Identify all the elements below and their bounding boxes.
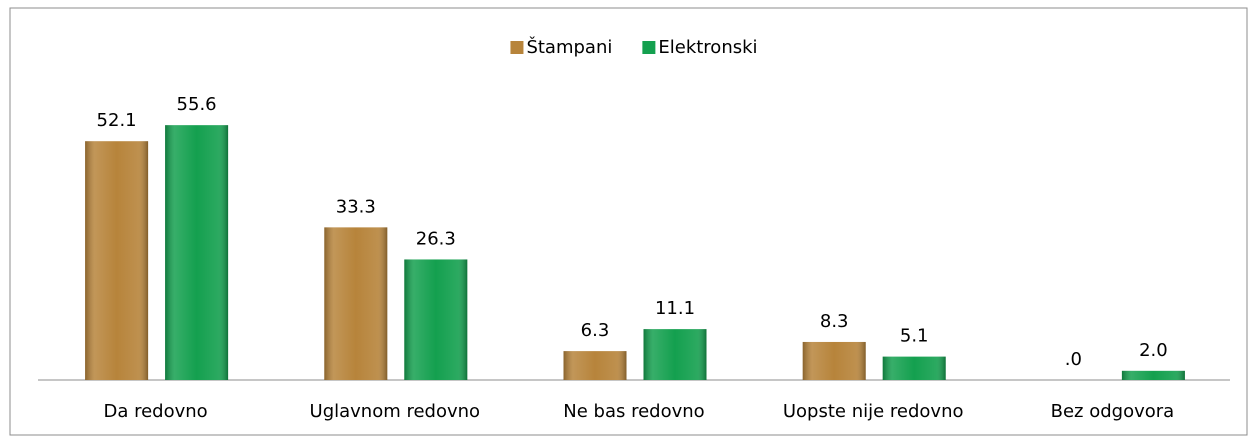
legend-label: Elektronski (658, 37, 757, 58)
legend-swatch (510, 41, 524, 54)
x-tick-label: Uglavnom redovno (310, 401, 481, 422)
x-tick-label: Ne bas redovno (563, 401, 704, 422)
value-label: 26.3 (416, 228, 456, 249)
x-tick-label: Bez odgovora (1051, 401, 1175, 422)
value-label: 8.3 (820, 311, 849, 332)
bar-shine (563, 351, 627, 380)
value-label: 5.1 (900, 326, 929, 347)
value-label: 52.1 (97, 110, 137, 131)
bar-shine (802, 341, 866, 380)
bar-shine (1121, 370, 1185, 380)
x-tick-label: Da redovno (103, 401, 207, 422)
value-label: 11.1 (655, 298, 695, 319)
value-label: 6.3 (581, 320, 610, 341)
value-label: 2.0 (1139, 340, 1168, 361)
value-label: .0 (1065, 349, 1082, 370)
bar-shine (643, 329, 707, 380)
legend-label: Štampani (526, 36, 612, 58)
legend-swatch (642, 41, 656, 54)
bar-shine (85, 141, 149, 380)
legend: Štampani Elektronski (510, 36, 758, 58)
x-tick-label: Uopste nije redovno (783, 401, 964, 422)
bar-shine (324, 227, 388, 380)
bar-shine (404, 259, 468, 380)
bar-shine (882, 356, 946, 380)
value-label: 33.3 (336, 196, 376, 217)
bar-shine (165, 125, 229, 381)
value-label: 55.6 (177, 94, 217, 115)
